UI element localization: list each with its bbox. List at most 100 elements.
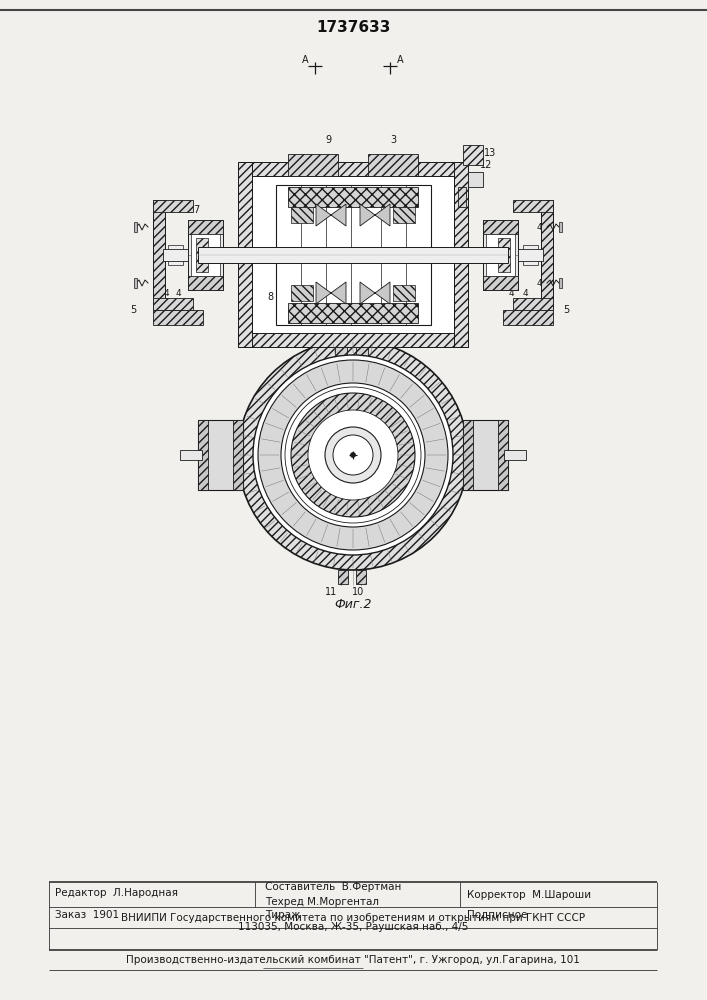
Bar — [483, 220, 518, 290]
Text: 4: 4 — [536, 223, 542, 232]
Bar — [288, 187, 418, 207]
Text: 4: 4 — [536, 278, 542, 288]
Bar — [288, 154, 338, 176]
Circle shape — [351, 452, 356, 458]
Bar — [541, 200, 553, 310]
Bar — [198, 420, 243, 490]
Bar — [504, 450, 526, 460]
Text: 7: 7 — [193, 205, 199, 215]
Bar — [559, 222, 562, 232]
Bar — [513, 200, 553, 212]
Bar — [356, 347, 368, 367]
Bar — [498, 238, 510, 272]
Bar — [486, 234, 515, 276]
Text: А: А — [302, 55, 308, 65]
Text: 1737633: 1737633 — [316, 20, 390, 35]
Bar — [198, 420, 208, 490]
Text: 4: 4 — [508, 288, 514, 298]
Bar — [291, 207, 313, 223]
Bar — [483, 220, 518, 234]
Bar — [454, 162, 468, 347]
Bar — [503, 310, 553, 325]
Text: 3: 3 — [390, 135, 396, 145]
Text: 11: 11 — [325, 587, 337, 597]
Bar — [233, 420, 243, 490]
Text: 4: 4 — [163, 288, 169, 298]
Bar — [335, 347, 347, 367]
Text: Корректор  М.Шароши: Корректор М.Шароши — [467, 890, 591, 900]
Bar — [168, 261, 183, 265]
Text: 2: 2 — [362, 235, 368, 245]
Bar — [463, 420, 473, 490]
Text: Составитель  В.Фертман: Составитель В.Фертман — [265, 882, 402, 892]
Text: 9: 9 — [325, 135, 331, 145]
Circle shape — [253, 355, 453, 555]
Text: 12: 12 — [480, 160, 492, 170]
Bar — [238, 162, 468, 176]
Bar — [238, 333, 468, 347]
Bar — [498, 420, 508, 490]
Text: Подписное: Подписное — [467, 910, 527, 920]
Text: 4: 4 — [522, 288, 528, 298]
Text: Редактор  Л.Народная: Редактор Л.Народная — [55, 888, 178, 898]
Bar — [518, 249, 543, 261]
Text: ←А: ←А — [310, 400, 325, 410]
Bar — [523, 261, 538, 265]
Bar — [153, 200, 193, 212]
Bar — [153, 310, 203, 325]
Circle shape — [238, 340, 468, 570]
Circle shape — [258, 360, 448, 550]
Text: 11: 11 — [355, 374, 367, 384]
Bar — [163, 249, 188, 261]
Polygon shape — [360, 204, 390, 226]
Bar — [153, 298, 193, 310]
Polygon shape — [316, 282, 346, 304]
Text: А→: А→ — [356, 400, 370, 410]
Circle shape — [285, 387, 421, 523]
Text: Фиг.2: Фиг.2 — [334, 598, 372, 611]
Bar — [288, 303, 418, 323]
Bar — [393, 207, 415, 223]
Bar — [468, 172, 483, 187]
Bar — [168, 245, 183, 249]
Text: 8: 8 — [267, 292, 273, 302]
Text: 14: 14 — [464, 173, 476, 183]
Text: Фиг.1: Фиг.1 — [334, 412, 372, 426]
Text: 6: 6 — [545, 290, 551, 300]
Text: 4: 4 — [153, 278, 159, 288]
Polygon shape — [316, 204, 346, 226]
Text: 13: 13 — [484, 148, 496, 158]
Bar — [458, 187, 466, 207]
Bar — [188, 276, 223, 290]
Circle shape — [325, 427, 381, 483]
Text: Тираж: Тираж — [265, 910, 300, 920]
Bar — [198, 247, 508, 263]
Bar — [393, 285, 415, 301]
Circle shape — [291, 393, 415, 517]
Bar — [238, 162, 252, 347]
Bar — [483, 276, 518, 290]
Circle shape — [308, 410, 398, 500]
Bar — [191, 234, 220, 276]
Bar — [134, 222, 137, 232]
Text: 1: 1 — [495, 270, 501, 280]
Text: Техред М.Моргентал: Техред М.Моргентал — [265, 897, 379, 907]
Bar — [153, 200, 165, 310]
Bar — [559, 278, 562, 288]
Text: А: А — [397, 55, 403, 65]
Bar — [134, 278, 137, 288]
Text: 5: 5 — [130, 305, 136, 315]
Text: Заказ  1901: Заказ 1901 — [55, 910, 119, 920]
Bar — [463, 420, 508, 490]
Bar — [463, 145, 483, 165]
Text: ВНИИПИ Государственного комитета по изобретениям и открытиям при ГКНТ СССР: ВНИИПИ Государственного комитета по изоб… — [121, 913, 585, 923]
Text: 11: 11 — [327, 374, 339, 384]
Bar — [368, 154, 418, 176]
Bar — [188, 220, 223, 290]
Bar — [338, 570, 348, 584]
Bar — [276, 185, 431, 325]
Bar — [252, 176, 454, 333]
Circle shape — [333, 435, 373, 475]
Bar — [180, 450, 202, 460]
Polygon shape — [360, 282, 390, 304]
